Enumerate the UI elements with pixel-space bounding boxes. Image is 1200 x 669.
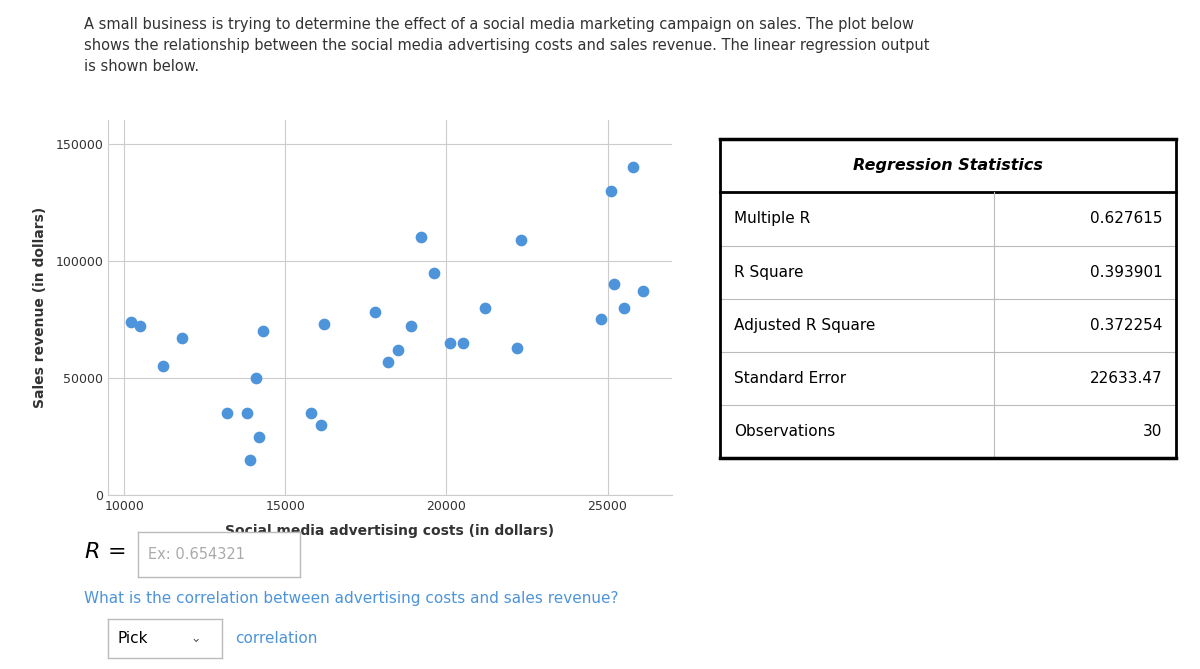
Text: $R\,=$: $R\,=$ <box>84 542 126 562</box>
Point <box>131 321 150 332</box>
Text: Multiple R: Multiple R <box>733 211 810 226</box>
Point <box>475 302 494 313</box>
Point <box>511 234 530 245</box>
Point <box>217 407 236 419</box>
Text: 30: 30 <box>1142 424 1163 440</box>
Point <box>508 342 527 353</box>
Point <box>634 286 653 297</box>
Point <box>605 279 624 290</box>
Point <box>154 361 173 371</box>
Point <box>624 162 643 173</box>
Text: ⌄: ⌄ <box>190 632 200 645</box>
Text: 0.372254: 0.372254 <box>1090 318 1163 333</box>
Y-axis label: Sales revenue (in dollars): Sales revenue (in dollars) <box>32 207 47 408</box>
Text: What is the correlation between advertising costs and sales revenue?: What is the correlation between advertis… <box>84 591 618 606</box>
Point <box>250 431 269 442</box>
Text: A small business is trying to determine the effect of a social media marketing c: A small business is trying to determine … <box>84 17 930 74</box>
Point <box>379 356 398 367</box>
X-axis label: Social media advertising costs (in dollars): Social media advertising costs (in dolla… <box>226 524 554 538</box>
Point <box>253 326 272 337</box>
Point <box>592 314 611 324</box>
Text: Adjusted R Square: Adjusted R Square <box>733 318 875 333</box>
Text: Regression Statistics: Regression Statistics <box>853 159 1043 173</box>
Text: correlation: correlation <box>235 632 318 646</box>
Text: 0.627615: 0.627615 <box>1090 211 1163 226</box>
Point <box>240 455 259 466</box>
Point <box>301 407 320 419</box>
Point <box>389 345 408 355</box>
Point <box>452 337 472 348</box>
Point <box>366 307 385 318</box>
Text: R Square: R Square <box>733 265 803 280</box>
Point <box>401 321 420 332</box>
Point <box>440 337 460 348</box>
Point <box>236 407 256 419</box>
Point <box>424 267 443 278</box>
Text: 0.393901: 0.393901 <box>1090 265 1163 280</box>
Text: Standard Error: Standard Error <box>733 371 846 386</box>
Text: Observations: Observations <box>733 424 835 440</box>
Point <box>314 318 334 329</box>
Text: Ex: 0.654321: Ex: 0.654321 <box>148 547 245 562</box>
Text: 22633.47: 22633.47 <box>1090 371 1163 386</box>
Point <box>247 373 266 383</box>
Text: Pick: Pick <box>118 631 148 646</box>
Point <box>121 316 140 327</box>
Point <box>311 419 330 430</box>
Point <box>412 232 431 243</box>
Point <box>173 332 192 344</box>
Point <box>601 185 620 196</box>
Point <box>614 302 634 313</box>
